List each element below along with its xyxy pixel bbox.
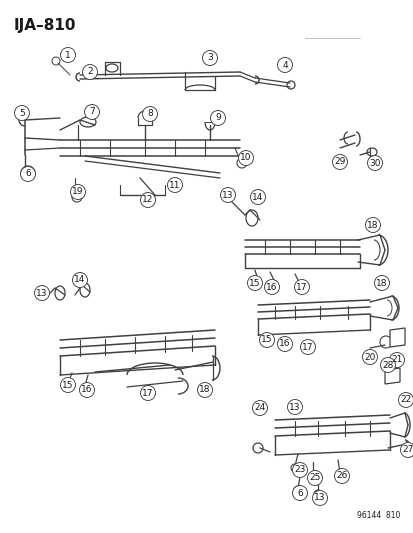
- Text: 24: 24: [254, 403, 265, 413]
- Circle shape: [277, 336, 292, 351]
- Circle shape: [362, 350, 377, 365]
- Circle shape: [238, 150, 253, 166]
- Circle shape: [14, 106, 29, 120]
- Text: 18: 18: [366, 221, 378, 230]
- Text: 18: 18: [199, 385, 210, 394]
- Circle shape: [398, 392, 413, 408]
- Circle shape: [82, 64, 97, 79]
- Circle shape: [334, 469, 349, 483]
- Text: 27: 27: [401, 446, 413, 455]
- Text: 13: 13: [222, 190, 233, 199]
- Circle shape: [252, 400, 267, 416]
- Text: 7: 7: [89, 108, 95, 117]
- Circle shape: [365, 217, 380, 232]
- Circle shape: [34, 286, 50, 301]
- Text: 26: 26: [335, 472, 347, 481]
- Text: 4: 4: [282, 61, 287, 69]
- Circle shape: [60, 377, 75, 392]
- Circle shape: [84, 104, 99, 119]
- Text: 13: 13: [36, 288, 47, 297]
- Circle shape: [21, 166, 36, 182]
- Text: 20: 20: [363, 352, 375, 361]
- Text: 6: 6: [25, 169, 31, 179]
- Circle shape: [332, 155, 347, 169]
- Text: 29: 29: [334, 157, 345, 166]
- Circle shape: [210, 110, 225, 125]
- Polygon shape: [389, 328, 404, 347]
- Text: 13: 13: [289, 402, 300, 411]
- Circle shape: [72, 272, 87, 287]
- Text: 5: 5: [19, 109, 25, 117]
- Text: 16: 16: [266, 282, 277, 292]
- Text: 15: 15: [249, 279, 260, 287]
- Circle shape: [389, 352, 404, 367]
- Text: 15: 15: [261, 335, 272, 344]
- Text: IJA–810: IJA–810: [14, 18, 76, 33]
- Circle shape: [307, 471, 322, 486]
- Text: 22: 22: [399, 395, 411, 405]
- Text: 19: 19: [72, 188, 83, 197]
- Text: 25: 25: [309, 473, 320, 482]
- Text: 9: 9: [215, 114, 221, 123]
- Text: 13: 13: [313, 494, 325, 503]
- Circle shape: [79, 383, 94, 398]
- Circle shape: [220, 188, 235, 203]
- Circle shape: [399, 442, 413, 457]
- Circle shape: [264, 279, 279, 295]
- Text: 2: 2: [87, 68, 93, 77]
- Circle shape: [167, 177, 182, 192]
- Text: 16: 16: [279, 340, 290, 349]
- Text: 17: 17: [142, 389, 153, 398]
- Circle shape: [277, 58, 292, 72]
- Text: 15: 15: [62, 381, 74, 390]
- Circle shape: [142, 107, 157, 122]
- Text: 10: 10: [240, 154, 251, 163]
- Circle shape: [287, 400, 302, 415]
- Circle shape: [374, 276, 389, 290]
- Text: 96144  810: 96144 810: [356, 511, 399, 520]
- Circle shape: [292, 463, 307, 478]
- Text: 6: 6: [297, 489, 302, 497]
- Circle shape: [197, 383, 212, 398]
- Circle shape: [140, 192, 155, 207]
- Text: 14: 14: [74, 276, 85, 285]
- Circle shape: [300, 340, 315, 354]
- Text: 23: 23: [294, 465, 305, 474]
- Circle shape: [380, 358, 394, 373]
- Circle shape: [70, 184, 85, 199]
- Text: 1: 1: [65, 51, 71, 60]
- Text: 14: 14: [252, 192, 263, 201]
- Text: 30: 30: [368, 158, 380, 167]
- Circle shape: [367, 156, 382, 171]
- Circle shape: [250, 190, 265, 205]
- Text: 8: 8: [147, 109, 152, 118]
- Polygon shape: [384, 368, 399, 384]
- Text: 3: 3: [206, 53, 212, 62]
- Text: 17: 17: [301, 343, 313, 351]
- Circle shape: [294, 279, 309, 295]
- Circle shape: [140, 385, 155, 400]
- Text: 12: 12: [142, 196, 153, 205]
- Circle shape: [247, 276, 262, 290]
- Text: 17: 17: [296, 282, 307, 292]
- Circle shape: [312, 490, 327, 505]
- Text: 21: 21: [390, 356, 402, 365]
- Circle shape: [259, 333, 274, 348]
- Text: 18: 18: [375, 279, 387, 287]
- Circle shape: [292, 486, 307, 500]
- Text: 28: 28: [381, 360, 393, 369]
- Circle shape: [202, 51, 217, 66]
- Text: 16: 16: [81, 385, 93, 394]
- Circle shape: [60, 47, 75, 62]
- Text: 11: 11: [169, 181, 180, 190]
